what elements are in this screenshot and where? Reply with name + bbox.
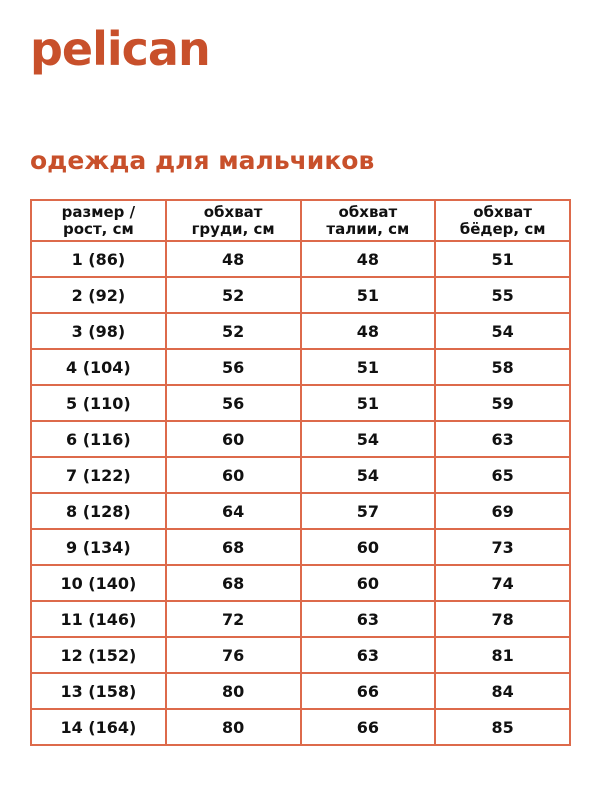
table-row: 12 (152) 76 63 81 [30, 636, 571, 674]
header-line: рост, см [63, 219, 134, 238]
cell-size: 5 (110) [30, 384, 167, 422]
cell-waist: 60 [299, 528, 437, 566]
cell-hips: 51 [434, 240, 571, 278]
cell-chest: 60 [164, 456, 302, 494]
table-row: 14 (164) 80 66 85 [30, 708, 571, 746]
cell-chest: 48 [164, 240, 302, 278]
cell-waist: 54 [299, 456, 437, 494]
cell-waist: 66 [299, 708, 437, 746]
cell-chest: 56 [164, 384, 302, 422]
cell-hips: 85 [434, 708, 571, 746]
cell-hips: 73 [434, 528, 571, 566]
cell-size: 12 (152) [30, 636, 167, 674]
cell-chest: 68 [164, 528, 302, 566]
cell-hips: 69 [434, 492, 571, 530]
table-row: 10 (140) 68 60 74 [30, 564, 571, 602]
cell-hips: 59 [434, 384, 571, 422]
header-line: размер / [61, 202, 136, 221]
cell-hips: 58 [434, 348, 571, 386]
cell-waist: 66 [299, 672, 437, 710]
cell-waist: 51 [299, 348, 437, 386]
cell-waist: 48 [299, 240, 437, 278]
cell-size: 9 (134) [30, 528, 167, 566]
cell-hips: 74 [434, 564, 571, 602]
column-header-hips: обхват бёдер, см [434, 199, 571, 242]
cell-size: 3 (98) [30, 312, 167, 350]
cell-chest: 52 [164, 312, 302, 350]
cell-waist: 63 [299, 600, 437, 638]
cell-waist: 51 [299, 384, 437, 422]
cell-hips: 55 [434, 276, 571, 314]
column-header-chest: обхват груди, см [164, 199, 302, 242]
cell-hips: 54 [434, 312, 571, 350]
table-header-row: размер / рост, см обхват груди, см обхват тал… [30, 199, 571, 242]
cell-size: 14 (164) [30, 708, 167, 746]
table-row: 4 (104) 56 51 58 [30, 348, 571, 386]
cell-size: 7 (122) [30, 456, 167, 494]
cell-waist: 63 [299, 636, 437, 674]
header-line: обхват [473, 202, 532, 221]
cell-waist: 51 [299, 276, 437, 314]
table-row: 6 (116) 60 54 63 [30, 420, 571, 458]
column-header-size: размер / рост, см [30, 199, 167, 242]
cell-size: 13 (158) [30, 672, 167, 710]
cell-hips: 63 [434, 420, 571, 458]
header-line: бёдер, см [459, 219, 546, 238]
brand-logo: pelican [30, 22, 211, 76]
cell-chest: 56 [164, 348, 302, 386]
cell-size: 10 (140) [30, 564, 167, 602]
cell-size: 6 (116) [30, 420, 167, 458]
table-row: 3 (98) 52 48 54 [30, 312, 571, 350]
cell-size: 1 (86) [30, 240, 167, 278]
cell-chest: 72 [164, 600, 302, 638]
cell-chest: 76 [164, 636, 302, 674]
cell-waist: 54 [299, 420, 437, 458]
header-line: талии, см [326, 219, 410, 238]
cell-size: 4 (104) [30, 348, 167, 386]
table-row: 8 (128) 64 57 69 [30, 492, 571, 530]
cell-hips: 78 [434, 600, 571, 638]
cell-hips: 84 [434, 672, 571, 710]
cell-chest: 52 [164, 276, 302, 314]
cell-chest: 80 [164, 672, 302, 710]
table-row: 11 (146) 72 63 78 [30, 600, 571, 638]
cell-waist: 48 [299, 312, 437, 350]
cell-size: 2 (92) [30, 276, 167, 314]
header-line: груди, см [191, 219, 275, 238]
cell-chest: 80 [164, 708, 302, 746]
cell-chest: 60 [164, 420, 302, 458]
table-row: 7 (122) 60 54 65 [30, 456, 571, 494]
cell-waist: 60 [299, 564, 437, 602]
table-row: 13 (158) 80 66 84 [30, 672, 571, 710]
cell-size: 8 (128) [30, 492, 167, 530]
header-line: обхват [338, 202, 398, 221]
cell-waist: 57 [299, 492, 437, 530]
table-row: 5 (110) 56 51 59 [30, 384, 571, 422]
column-header-waist: обхват талии, см [299, 199, 437, 242]
cell-chest: 64 [164, 492, 302, 530]
table-row: 1 (86) 48 48 51 [30, 240, 571, 278]
cell-chest: 68 [164, 564, 302, 602]
page-title: одежда для мальчиков [30, 146, 375, 175]
size-chart-table: размер / рост, см обхват груди, см обхват тал… [30, 199, 571, 746]
cell-hips: 65 [434, 456, 571, 494]
header-line: обхват [203, 202, 263, 221]
cell-size: 11 (146) [30, 600, 167, 638]
cell-hips: 81 [434, 636, 571, 674]
table-row: 2 (92) 52 51 55 [30, 276, 571, 314]
table-row: 9 (134) 68 60 73 [30, 528, 571, 566]
